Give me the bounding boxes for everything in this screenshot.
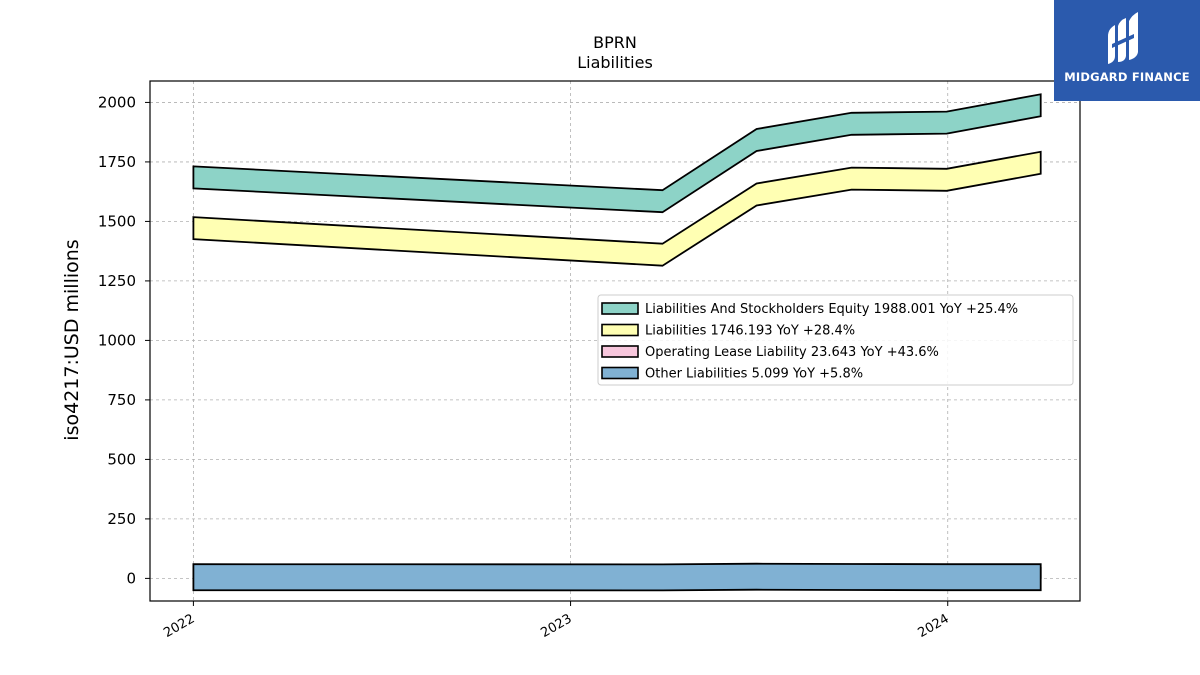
legend-swatch — [601, 302, 639, 315]
y-axis-ticks: 0 250 500 750 1000 1250 1500 1750 2000 — [98, 93, 150, 587]
legend-label: Liabilities 1746.193 YoY +28.4% — [645, 324, 855, 339]
series-band-1 — [192, 93, 1042, 214]
x-tick-label: 2024 — [916, 611, 952, 641]
legend-label: Other Liabilities 5.099 YoY +5.8% — [645, 367, 863, 382]
chart-subtitle: Liabilities — [577, 53, 653, 72]
y-tick-label: 500 — [107, 450, 136, 468]
series-band-4 — [192, 562, 1042, 592]
plot-frame — [149, 80, 1081, 602]
legend-swatch — [601, 323, 639, 337]
series-band-2 — [192, 150, 1042, 267]
legend-box — [597, 294, 1074, 386]
chart-title: BPRN — [593, 33, 637, 52]
x-tick-label: 2022 — [161, 611, 197, 641]
y-tick-label: 1750 — [98, 153, 136, 171]
legend-swatch — [601, 366, 639, 380]
y-tick-label: 1000 — [98, 331, 136, 349]
x-tick-label: 2023 — [538, 611, 574, 641]
y-tick-label: 750 — [107, 391, 136, 409]
legend-label: Liabilities And Stockholders Equity 1988… — [645, 302, 1018, 317]
y-axis-label: iso4217:USD millions — [61, 239, 83, 440]
legend-swatch — [601, 345, 639, 358]
mf-monogram-icon — [1108, 12, 1138, 64]
y-tick-label: 1500 — [98, 212, 136, 230]
y-tick-label: 2000 — [98, 93, 136, 111]
y-tick-label: 1250 — [98, 272, 136, 290]
brand-name: MIDGARD FINANCE — [1064, 70, 1190, 84]
legend: Liabilities And Stockholders Equity 1988… — [597, 294, 1074, 386]
series-layer — [192, 93, 1042, 592]
y-tick-label: 0 — [126, 569, 136, 587]
legend-label: Operating Lease Liability 23.643 YoY +43… — [645, 345, 939, 360]
y-tick-label: 250 — [107, 510, 136, 528]
brand-logo: MIDGARD FINANCE — [1054, 0, 1200, 101]
x-axis-ticks: 2022 2023 2024 — [161, 601, 952, 641]
